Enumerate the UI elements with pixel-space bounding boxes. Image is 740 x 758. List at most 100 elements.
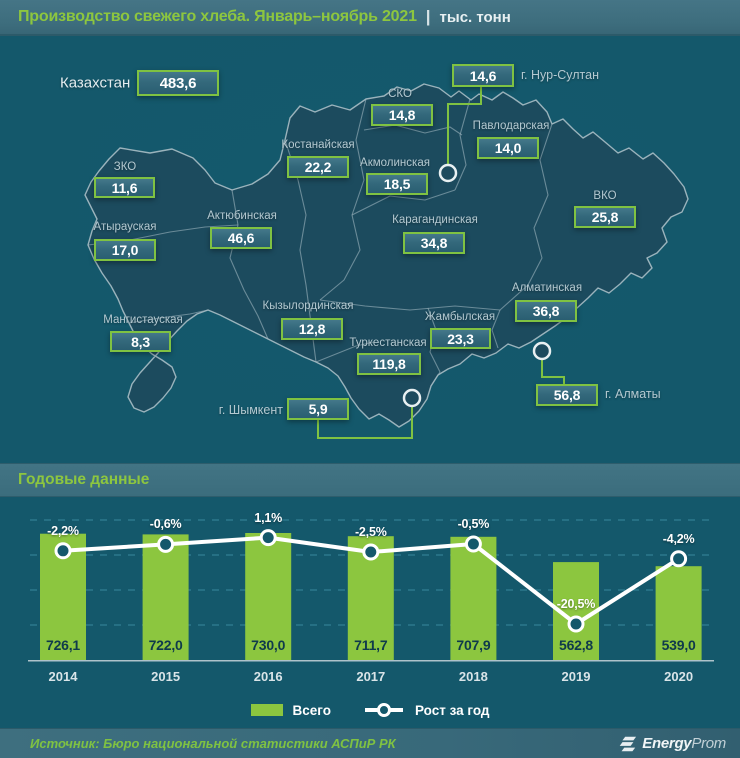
annual-header: Годовые данные	[18, 471, 150, 488]
marker-shymkent	[402, 388, 422, 408]
marker-nur-sultan	[438, 163, 458, 183]
region-label-kyzylordinskaya: Кызылординская	[262, 300, 354, 312]
legend-line-glyph	[364, 703, 403, 717]
bar-2020	[655, 566, 702, 660]
growth-label-2014: -2,2%	[47, 523, 79, 538]
growth-label-2020: -4,2%	[662, 531, 695, 546]
bar-value-2020: 539,0	[661, 637, 696, 653]
region-value-sko: 14,8	[371, 104, 433, 126]
region-value-turkestanskaya: 119,8	[357, 353, 421, 375]
region-label-turkestanskaya: Туркестанская	[349, 337, 427, 349]
year-label-2015: 2015	[151, 669, 181, 684]
year-label-2020: 2020	[664, 669, 694, 684]
annual-chart-section: 726,1 -2,2% 2014 722,0 -0,6% 2015 730,0 1,1% 201…	[0, 497, 740, 728]
bar-value-2016: 730,0	[251, 637, 286, 653]
bar-2015	[142, 534, 189, 660]
region-value-almaty: 56,8	[536, 384, 598, 406]
region-value-aktyubinskaya: 46,6	[210, 227, 272, 249]
chart-canvas	[28, 519, 714, 662]
year-label-2019: 2019	[561, 669, 591, 684]
region-value-kyzylordinskaya: 12,8	[281, 318, 343, 340]
region-label-aktyubinskaya: Актюбинская	[207, 210, 277, 222]
growth-label-2019: -20,5%	[556, 597, 596, 611]
marker-almaty	[532, 341, 552, 361]
kazakhstan-outline	[84, 83, 689, 428]
callout-nur-sultan	[447, 87, 482, 164]
growth-marker-2019	[567, 615, 585, 633]
region-value-vko: 25,8	[574, 206, 636, 228]
title-units: тыс. тонн	[439, 8, 511, 26]
region-value-nur_sultan: 14,6	[452, 64, 514, 87]
legend-bar-swatch	[250, 704, 283, 716]
region-borders	[87, 98, 553, 387]
region-label-akmolinskaya: Акмолинская	[360, 157, 430, 169]
region-label-shymkent: г. Шымкент	[218, 403, 283, 417]
region-value-pavlodarskaya: 14,0	[477, 137, 539, 159]
title-separator: |	[425, 7, 431, 26]
region-value-almatinskaya: 36,8	[515, 300, 577, 322]
growth-label-2017: -2,5%	[354, 525, 387, 539]
year-label-2014: 2014	[48, 669, 78, 684]
region-value-mangistauskaya: 8,3	[110, 331, 171, 352]
energyprom-icon	[620, 736, 637, 751]
chart-legend: Всего Рост за год	[0, 700, 740, 720]
logo-text-bold: Energy	[642, 734, 692, 752]
kazakhstan-map	[84, 83, 689, 439]
bar-value-2014: 726,1	[45, 637, 81, 653]
map-section: Казахстан 483,6 СКО 14,8 г. Нур-Султан 14,6…	[0, 36, 740, 463]
city-callout-lines	[317, 87, 565, 439]
section-header-annual: Годовые данные	[0, 463, 740, 497]
region-label-nur_sultan: г. Нур-Султан	[521, 68, 599, 82]
year-label-2016: 2016	[253, 669, 283, 684]
title-bar: Производство свежего хлеба. Январь–ноябр…	[0, 0, 740, 36]
year-label-2018: 2018	[458, 669, 488, 684]
energyprom-logo: EnergyProm	[617, 734, 726, 754]
country-value: 483,6	[137, 70, 219, 96]
growth-label-2018: -0,5%	[457, 517, 490, 531]
bar-value-2018: 707,9	[456, 637, 491, 653]
country-name: Казахстан	[60, 74, 131, 92]
footer: Источник: Бюро национальной статистики А…	[0, 728, 740, 758]
legend-bar-label: Всего	[292, 702, 331, 718]
region-value-zko: 11,6	[94, 177, 155, 198]
bar-value-2019: 562,8	[558, 637, 594, 653]
region-label-almaty: г. Алматы	[605, 387, 661, 401]
growth-marker-2016	[259, 529, 277, 547]
source-text: Источник: Бюро национальной статистики А…	[30, 736, 396, 751]
growth-marker-2014	[54, 542, 72, 560]
region-value-zhambylskaya: 23,3	[430, 328, 491, 349]
bar-value-2015: 722,0	[148, 637, 183, 653]
growth-marker-2020	[670, 550, 688, 568]
callout-shymkent	[317, 406, 413, 439]
region-label-karagandinskaya: Карагандинская	[392, 214, 478, 226]
annual-chart: 726,1 -2,2% 2014 722,0 -0,6% 2015 730,0 1,1% 201…	[0, 497, 740, 728]
region-label-kostanayskaya: Костанайская	[281, 139, 355, 151]
region-value-karagandinskaya: 34,8	[403, 232, 465, 254]
region-label-mangistauskaya: Мангистауская	[103, 314, 183, 326]
bar-value-2017: 711,7	[354, 637, 388, 653]
region-value-kostanayskaya: 22,2	[287, 156, 349, 178]
legend-line-label: Рост за год	[414, 702, 490, 718]
city-markers	[402, 163, 552, 408]
growth-marker-2018	[464, 535, 482, 553]
year-label-2017: 2017	[356, 669, 386, 684]
bar-2016	[245, 533, 292, 660]
region-label-almatinskaya: Алматинская	[511, 282, 583, 294]
region-label-vko: ВКО	[593, 190, 617, 202]
growth-marker-2017	[362, 543, 380, 561]
region-label-zko: ЗКО	[113, 161, 137, 173]
page-title: Производство свежего хлеба. Январь–ноябр…	[18, 8, 417, 25]
callout-almaty	[541, 359, 565, 384]
region-label-sko: СКО	[388, 88, 412, 100]
growth-marker-2015	[157, 535, 175, 553]
region-value-shymkent: 5,9	[287, 398, 349, 420]
region-label-atyrauskaya: Атырауская	[93, 221, 157, 233]
growth-label-2015: -0,6%	[149, 517, 182, 532]
region-label-pavlodarskaya: Павлодарская	[472, 120, 550, 132]
logo-text-light: Prom	[691, 734, 726, 752]
region-value-atyrauskaya: 17,0	[94, 239, 156, 261]
region-value-akmolinskaya: 18,5	[366, 173, 428, 195]
region-label-zhambylskaya: Жамбылская	[424, 311, 496, 323]
growth-label-2016: 1,1%	[254, 510, 283, 525]
